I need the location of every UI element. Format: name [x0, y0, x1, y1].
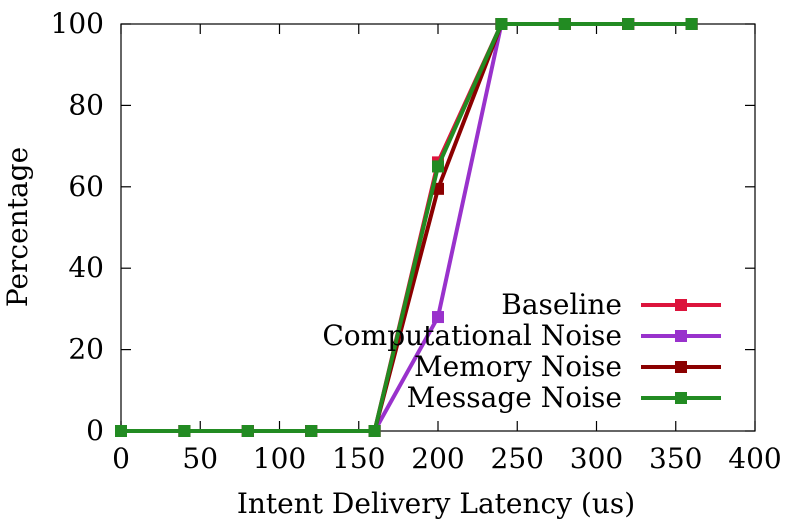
- series-group: [115, 18, 698, 437]
- y-tick-label: 60: [68, 170, 104, 203]
- y-tick-label: 0: [86, 414, 104, 447]
- data-point-message-noise: [305, 425, 318, 437]
- legend-label-computational-noise: Computational Noise: [322, 319, 622, 352]
- legend-label-message-noise: Message Noise: [407, 381, 622, 414]
- x-tick-label: 200: [411, 442, 464, 475]
- data-point-message-noise: [558, 18, 571, 30]
- data-point-message-noise: [622, 18, 635, 30]
- legend-marker-memory-noise: [675, 361, 687, 373]
- y-tick-label: 40: [68, 251, 104, 284]
- x-tick-label: 0: [112, 442, 130, 475]
- data-point-message-noise: [178, 425, 191, 437]
- y-tick-label: 100: [51, 7, 104, 40]
- data-point-message-noise: [368, 425, 381, 437]
- legend-label-baseline: Baseline: [501, 288, 622, 321]
- ticks: 0 50 100 150 200 250 300 350 400 0 20 40 60 80 100: [51, 7, 782, 475]
- data-point-message-noise: [495, 18, 508, 30]
- x-tick-label: 50: [182, 442, 218, 475]
- legend-marker-computational-noise: [675, 330, 687, 342]
- y-tick-label: 20: [68, 333, 104, 366]
- x-tick-label: 150: [332, 442, 385, 475]
- series-line-message-noise: [121, 22, 692, 433]
- data-point-message-noise: [432, 160, 444, 173]
- x-tick-label: 350: [649, 442, 702, 475]
- x-tick-label: 300: [570, 442, 623, 475]
- data-point-message-noise: [685, 18, 698, 30]
- legend-marker-message-noise: [675, 392, 687, 404]
- x-axis-label: Intent Delivery Latency (us): [237, 487, 635, 520]
- x-tick-label: 100: [253, 442, 306, 475]
- x-tick-label: 400: [728, 442, 781, 475]
- legend-marker-baseline: [675, 299, 687, 311]
- data-point-message-noise: [241, 425, 254, 437]
- y-tick-label: 80: [68, 88, 104, 121]
- data-point-computational-noise: [432, 311, 444, 324]
- x-tick-label: 250: [491, 442, 544, 475]
- data-point-message-noise: [115, 425, 127, 437]
- y-axis-label: Percentage: [1, 147, 34, 307]
- legend-label-memory-noise: Memory Noise: [414, 350, 622, 383]
